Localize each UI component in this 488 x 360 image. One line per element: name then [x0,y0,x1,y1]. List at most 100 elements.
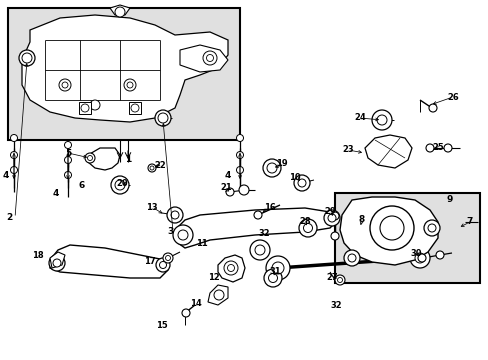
Bar [129,102,141,114]
Circle shape [59,79,71,91]
Text: 27: 27 [325,274,337,283]
Text: 20: 20 [116,179,127,188]
Circle shape [253,211,262,219]
Text: 12: 12 [208,274,220,283]
Circle shape [203,51,217,65]
Polygon shape [110,5,130,15]
Circle shape [265,256,289,280]
Circle shape [249,240,269,260]
Circle shape [330,232,338,240]
Text: 4: 4 [53,189,59,198]
Circle shape [343,250,359,266]
Circle shape [127,82,133,88]
Circle shape [165,256,170,261]
Polygon shape [175,208,337,248]
Circle shape [327,214,335,222]
Circle shape [443,144,451,152]
Circle shape [214,290,224,300]
Polygon shape [364,135,411,168]
Circle shape [111,176,129,194]
Circle shape [271,262,284,274]
Text: 5: 5 [65,148,71,158]
Text: 4: 4 [3,171,9,180]
Bar [334,193,479,283]
Polygon shape [22,15,227,122]
Text: 28: 28 [299,217,310,226]
Circle shape [155,110,171,126]
Circle shape [334,275,345,285]
Circle shape [236,152,243,158]
Circle shape [10,135,18,141]
Circle shape [90,100,100,110]
Bar [79,102,91,114]
Text: 17: 17 [144,257,156,266]
Text: 3: 3 [166,228,173,237]
Text: 14: 14 [190,300,202,309]
Circle shape [264,269,282,287]
Text: 22: 22 [154,161,165,170]
Text: 16: 16 [264,203,275,212]
Text: 32: 32 [258,229,269,238]
Circle shape [297,179,305,187]
Circle shape [81,104,89,112]
Circle shape [19,50,35,66]
Text: 4: 4 [224,171,231,180]
Polygon shape [207,285,227,305]
Circle shape [347,254,355,262]
Circle shape [206,54,213,62]
Text: 25: 25 [431,144,443,153]
Circle shape [409,248,429,268]
Circle shape [330,212,338,220]
Text: 19: 19 [276,158,287,167]
Polygon shape [339,197,437,265]
Text: 11: 11 [196,238,207,248]
Polygon shape [50,252,65,268]
Text: 29: 29 [324,207,335,216]
Circle shape [268,274,277,283]
Circle shape [150,166,154,170]
Circle shape [62,82,68,88]
Circle shape [224,261,238,275]
Circle shape [115,180,125,190]
Circle shape [239,185,248,195]
Text: 30: 30 [409,248,421,257]
Circle shape [266,163,276,173]
Circle shape [236,135,243,141]
Text: 32: 32 [329,301,341,310]
Text: 23: 23 [342,145,353,154]
Circle shape [182,309,190,317]
Circle shape [225,188,234,196]
Circle shape [324,210,339,226]
Text: 15: 15 [156,320,167,329]
Circle shape [10,166,18,174]
Circle shape [64,171,71,179]
Circle shape [22,53,32,63]
Circle shape [425,144,433,152]
Circle shape [369,206,413,250]
Text: 26: 26 [446,93,458,102]
Circle shape [371,110,391,130]
Text: 24: 24 [353,113,365,122]
Text: 6: 6 [79,180,85,189]
Circle shape [64,157,71,163]
Polygon shape [88,148,120,170]
Circle shape [417,254,425,262]
Circle shape [85,153,95,163]
Circle shape [171,211,179,219]
Circle shape [158,113,168,123]
Circle shape [53,259,61,267]
Circle shape [376,115,386,125]
Circle shape [156,258,170,272]
Circle shape [131,104,139,112]
Text: 2: 2 [6,213,12,222]
Circle shape [254,245,264,255]
Text: 21: 21 [220,184,231,193]
Text: 8: 8 [358,216,365,225]
Circle shape [167,207,183,223]
Circle shape [163,253,173,263]
Polygon shape [50,245,168,278]
Circle shape [148,164,156,172]
Polygon shape [180,45,227,72]
Circle shape [115,7,125,17]
Circle shape [414,253,424,263]
